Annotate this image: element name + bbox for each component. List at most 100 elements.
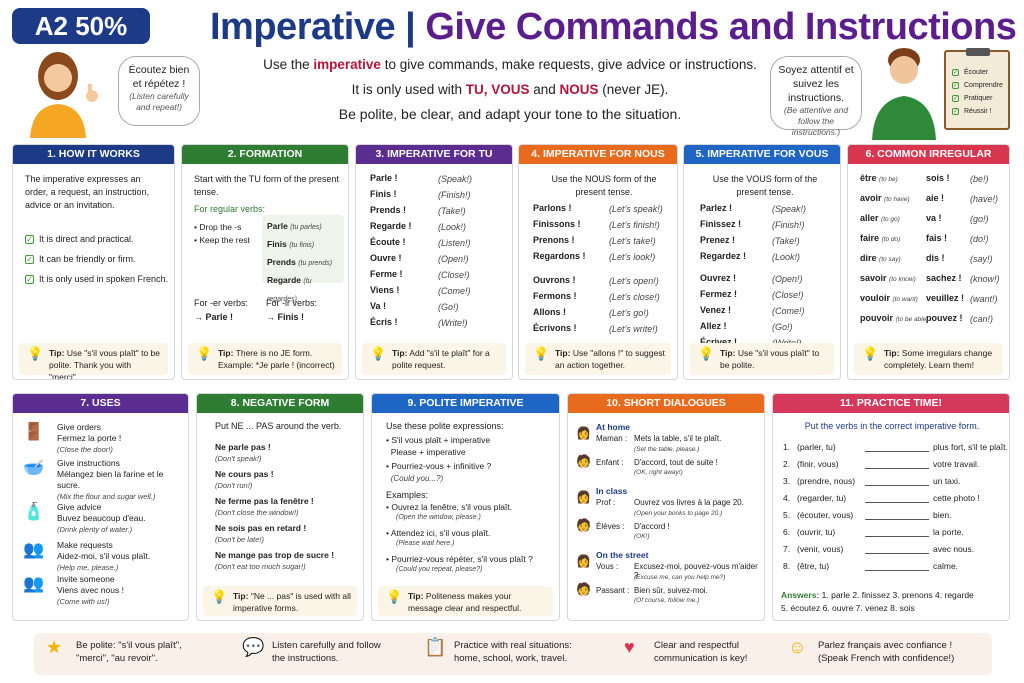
card-header: 6. COMMON IRREGULAR VERBS (848, 145, 1009, 179)
tip-label: Tip: (720, 348, 736, 358)
verb-imperative: Viens ! (370, 285, 400, 295)
card-header: 7. USES (13, 394, 188, 413)
verb-imperative: Prenons ! (533, 235, 575, 245)
intro-text: It is only used with (351, 82, 466, 97)
tip-label: Tip: (884, 348, 900, 358)
verb-translation: (Come!) (438, 286, 471, 296)
use-example: Fermez la porte ! (57, 433, 122, 443)
practice-number: 7. (783, 544, 791, 554)
verb-imperative: Parle ! (370, 173, 398, 183)
check-item: ✓ It can be friendly or firm. (25, 253, 136, 266)
ir-example: → Finis ! (266, 312, 304, 322)
card-header: 10. SHORT DIALOGUES (568, 394, 764, 413)
use-example: Buvez beaucoup d'eau. (57, 513, 146, 523)
er-example: → Parle ! (194, 312, 234, 322)
speech-bubble-right: Soyez attentif et suivez les instruction… (770, 56, 862, 137)
practice-number: 8. (783, 561, 791, 571)
examples-label: Examples: (386, 490, 429, 500)
example-row: Prends (tu prends) (267, 254, 339, 272)
clipboard-item: ✓ Pratiquer (952, 92, 1004, 105)
answer-blank[interactable] (865, 451, 929, 452)
card-negative-form: 8. NEGATIVE FORM Put NE ... PAS around t… (196, 393, 364, 621)
verb-imperative: Écoute ! (370, 237, 406, 247)
answer-blank[interactable] (865, 485, 929, 486)
irregular-imperative: pouvez ! (926, 313, 963, 323)
verb-imperative: Ouvre ! (370, 253, 402, 263)
card-header: 3. IMPERATIVE FOR TU (356, 145, 512, 164)
use-item: Give orders Fermez la porte ! (Close the d… (57, 422, 182, 455)
verb-translation: (Look!) (438, 222, 467, 232)
bubble-left-fr: Écoutez bien et répétez ! (128, 64, 190, 90)
dialogue-line: D'accord, tout de suite ! (634, 458, 718, 467)
water-bottle-icon: 🧴 (23, 502, 45, 521)
practice-sentence: avec nous. (933, 544, 975, 554)
intro-line-1: Use the imperative to give commands, mak… (250, 57, 770, 72)
heart-icon: ♥ (624, 637, 635, 657)
verb-translation: (Finish!) (438, 190, 471, 200)
tip-box: 💡 Tip: "Ne ... pas" is used with all impe… (203, 586, 357, 616)
er-label: For -er verbs: (194, 298, 249, 308)
dialogue-line: Ouvrez vos livres à la page 20. (634, 498, 744, 507)
check-item: ✓ It is direct and practical. (25, 233, 134, 246)
example-tense: (tu prends) (298, 260, 333, 267)
example-verb: Prends (267, 257, 296, 267)
footer-line: home, school, work, travel. (454, 653, 567, 664)
irregular-infinitive: savoir (to know) (860, 273, 916, 283)
irregular-translation: (have!) (970, 194, 999, 204)
negative-translation: (Don't close the window!) (215, 508, 299, 517)
irregular-infinitive: faire (to do) (860, 233, 900, 243)
intro-line-3: Be polite, be clear, and adapt your tone… (338, 106, 682, 122)
use-title: Invite someone (57, 574, 115, 584)
verb-translation: (Finish!) (772, 220, 805, 230)
use-title: Give orders (57, 422, 101, 432)
tip-text: There is no JE form. Example: *Je parle … (218, 348, 335, 370)
dialogue-translation: (Excuse me, can you help me?) (634, 574, 726, 581)
verb-imperative: Parlez ! (700, 203, 733, 213)
card-imperative-nous: 4. IMPERATIVE FOR NOUS Use the NOUS form… (518, 144, 678, 380)
checkbox-icon: ✓ (25, 255, 34, 265)
person-icon: 🧑 (576, 582, 591, 596)
answer-blank[interactable] (865, 468, 929, 469)
example-tense: (tu regardes) (267, 278, 312, 303)
tip-label: Tip: (233, 591, 249, 601)
answer-blank[interactable] (865, 553, 929, 554)
use-translation: (Close the door!) (57, 445, 113, 454)
intro-text: Use the (263, 57, 314, 72)
footer-line: Parlez français avec confiance ! (818, 640, 953, 651)
answer-blank[interactable] (865, 570, 929, 571)
example-verb: Regarde (267, 275, 302, 285)
checkbox-icon: ✓ (952, 68, 959, 76)
intro-line-2: It is only used with TU, VOUS and NOUS (… (250, 82, 770, 97)
checklist-icon: 📋 (424, 637, 447, 657)
infinitive: dire (860, 253, 877, 263)
answer-blank[interactable] (865, 502, 929, 503)
verb-imperative: Écris ! (370, 317, 398, 327)
clipboard-label: Écouter (964, 69, 989, 76)
bullet-item: • Keep the rest (194, 235, 250, 245)
use-example: Viens avec nous ! (57, 585, 124, 595)
bubble-left-en: (Listen carefully and repeat!) (129, 91, 189, 112)
answers: Answers: 1. parle 2. finissez 3. prenons… (781, 589, 974, 615)
verb-imperative: Fermons ! (533, 291, 577, 301)
people-icon: 👥 (23, 574, 45, 593)
clipboard-item: ✓ Comprendre (952, 79, 1004, 92)
verb-translation: (Let's finish!) (609, 220, 660, 230)
person-icon: 👩 (576, 490, 591, 504)
use-example: Mélangez bien la farine et le sucre. (57, 469, 164, 490)
verb-translation: (Take!) (772, 236, 800, 246)
card-header: 11. PRACTICE TIME! (773, 394, 1009, 413)
polite-example-fr: Ouvrez la fenêtre, s'il vous plaît. (391, 502, 513, 512)
card-header: 2. FORMATION (182, 145, 348, 164)
answer-blank[interactable] (865, 519, 929, 520)
clipboard-item: ✓ Réussir ! (952, 105, 1004, 118)
verb-imperative: Venez ! (700, 305, 732, 315)
practice-number: 1. (783, 442, 791, 452)
verb-imperative: Écrivons ! (533, 323, 577, 333)
check-label: It is only used in spoken French. (39, 274, 169, 284)
intro-text: (never JE). (598, 82, 669, 97)
vous-intro: Use the VOUS form of the present tense. (712, 174, 818, 197)
irregular-infinitive: pouvoir (to be able) (860, 313, 928, 323)
practice-number: 6. (783, 527, 791, 537)
answer-blank[interactable] (865, 536, 929, 537)
checkbox-icon: ✓ (952, 94, 959, 102)
